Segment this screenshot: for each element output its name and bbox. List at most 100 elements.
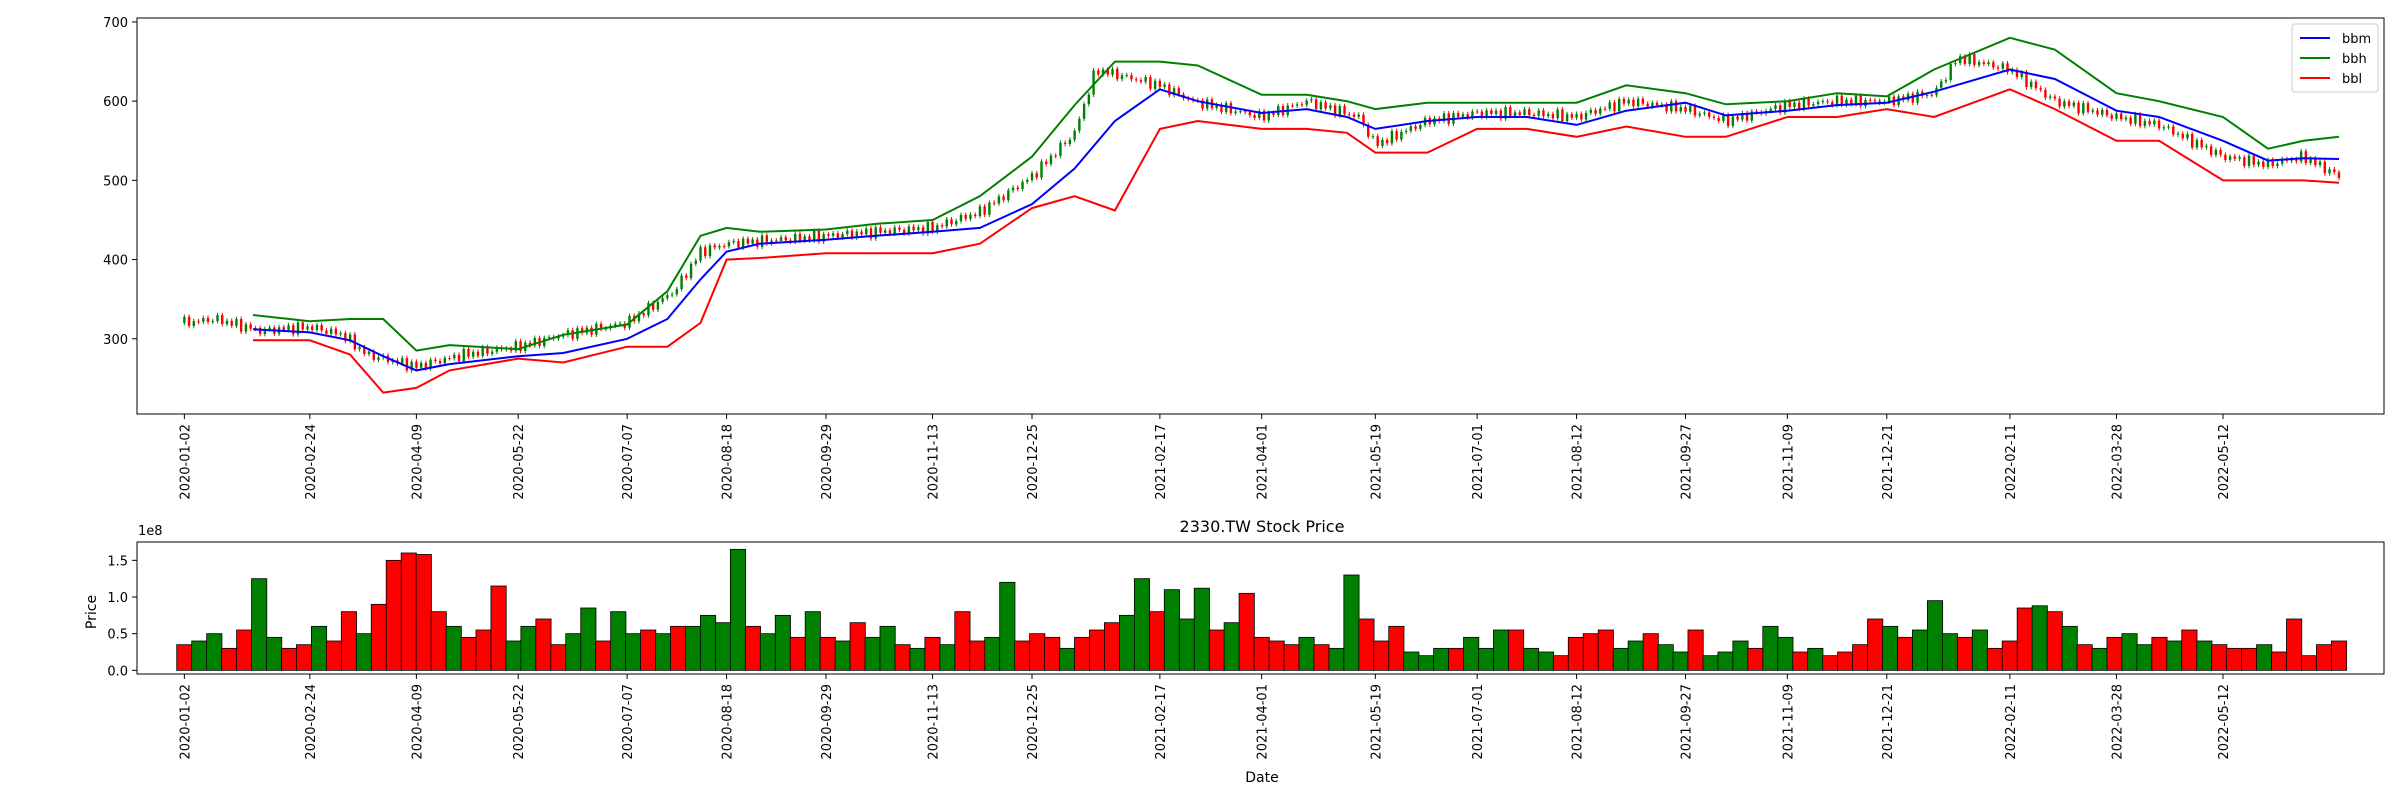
- candle-body: [737, 240, 740, 248]
- candle-body: [301, 322, 304, 330]
- candle-body: [216, 315, 219, 322]
- candle-body: [1925, 94, 1929, 96]
- candle-body: [637, 313, 641, 322]
- candle-body: [348, 334, 352, 341]
- candle-body: [784, 237, 787, 241]
- candle-body: [827, 234, 830, 236]
- candle-body: [1234, 111, 1237, 114]
- candle-body: [2072, 102, 2076, 106]
- candle-body: [1537, 110, 1540, 116]
- candle-body: [2337, 172, 2341, 178]
- volume-bar: [505, 640, 522, 671]
- volume-bar: [2061, 625, 2078, 671]
- volume-bar: [984, 636, 1001, 671]
- candle-body: [2295, 159, 2298, 162]
- candle-body: [1509, 107, 1512, 116]
- candle-body: [325, 330, 328, 334]
- candle-body: [258, 328, 262, 335]
- volume-x-tick-label: 2020-04-09: [410, 684, 425, 760]
- volume-bar: [1882, 625, 1899, 671]
- price-x-tick-label: 2021-07-01: [1471, 424, 1486, 500]
- candle-body: [448, 358, 451, 360]
- volume-x-tick-label: 2022-02-11: [2004, 684, 2019, 760]
- candle-body: [490, 351, 494, 354]
- candle-body: [1674, 101, 1678, 112]
- volume-x-tick-label: 2022-03-28: [2110, 684, 2125, 760]
- candle-body: [1381, 139, 1384, 146]
- volume-bar: [1268, 640, 1285, 671]
- candle-body: [689, 263, 693, 278]
- candle-body: [1973, 54, 1976, 65]
- price-x-tick-label: 2020-12-25: [1026, 424, 1041, 500]
- candle-body: [992, 202, 996, 204]
- candle-body: [1698, 113, 1701, 116]
- volume-bar: [206, 633, 223, 671]
- candle-body: [614, 323, 617, 326]
- candle-body: [865, 228, 868, 235]
- volume-bar: [1059, 647, 1076, 671]
- candle-body: [1854, 95, 1858, 105]
- volume-bar: [879, 625, 896, 671]
- volume-bar: [475, 629, 492, 671]
- volume-bar: [1463, 636, 1480, 671]
- candle-body: [1139, 80, 1143, 82]
- candle-body: [1523, 109, 1526, 116]
- candle-body: [2096, 110, 2099, 115]
- candle-body: [1779, 105, 1782, 113]
- candle-body: [1367, 124, 1370, 137]
- volume-bar: [2256, 644, 2273, 671]
- volume-bar: [999, 581, 1016, 671]
- candle-body: [2053, 96, 2057, 99]
- candle-body: [1826, 101, 1829, 103]
- candle-body: [1916, 91, 1919, 103]
- candle-body: [670, 294, 674, 296]
- candle-body: [2257, 161, 2260, 165]
- volume-bar: [1971, 629, 1988, 671]
- volume-bar: [2286, 618, 2303, 671]
- candle-body: [2020, 72, 2023, 77]
- volume-bar: [1522, 647, 1540, 671]
- candle-body: [472, 351, 475, 357]
- candle-body: [206, 317, 210, 322]
- candle-body: [282, 327, 286, 330]
- volume-bar: [834, 640, 851, 671]
- candle-body: [187, 316, 191, 326]
- volume-bar: [236, 629, 253, 671]
- volume-bar: [415, 554, 432, 671]
- candle-body: [2233, 156, 2237, 159]
- candle-body: [1992, 62, 1995, 68]
- candle-body: [803, 236, 806, 241]
- candle-body: [1239, 111, 1242, 113]
- candle-body: [1636, 98, 1640, 107]
- candle-body: [1035, 173, 1038, 178]
- candle-body: [1040, 161, 1043, 178]
- volume-bar: [969, 640, 986, 671]
- candle-body: [1125, 75, 1128, 77]
- candle-body: [1220, 104, 1223, 112]
- candle-body: [1850, 99, 1853, 105]
- candle-body: [1632, 99, 1635, 107]
- volume-bar: [1298, 636, 1315, 671]
- price-y-tick-label: 700: [103, 16, 128, 31]
- candle-body: [1291, 105, 1294, 107]
- candle-body: [197, 321, 200, 323]
- candle-body: [779, 237, 783, 241]
- volume-bar: [520, 625, 537, 671]
- volume-bar: [2211, 644, 2228, 671]
- candle-body: [936, 225, 939, 232]
- candle-body: [1608, 102, 1611, 109]
- candle-body: [741, 238, 745, 248]
- candle-body: [1835, 95, 1839, 106]
- volume-bar: [1852, 644, 1869, 671]
- legend-label-bbh: bbh: [2342, 52, 2367, 67]
- candle-body: [1177, 88, 1181, 95]
- candle-body: [656, 301, 660, 310]
- volume-x-tick-label: 2021-02-17: [1154, 684, 1169, 760]
- volume-bar: [1597, 629, 1614, 671]
- volume-y-axis-label: Price: [84, 595, 100, 629]
- candle-body: [1868, 99, 1872, 101]
- candle-body: [1002, 196, 1005, 201]
- candle-body: [2086, 103, 2090, 112]
- candle-body: [1054, 155, 1057, 157]
- candle-body: [1007, 190, 1010, 201]
